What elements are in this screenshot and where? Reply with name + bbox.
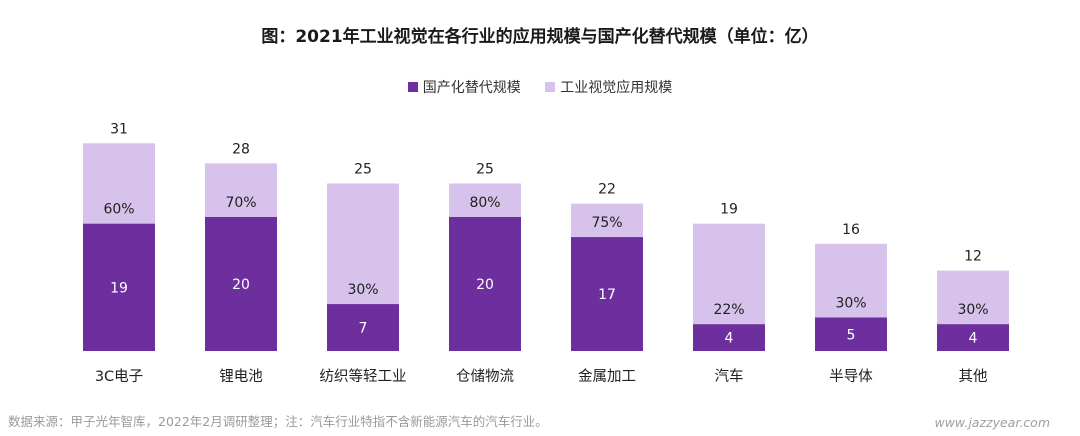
bar-replacement xyxy=(327,304,399,351)
replacement-value-label: 19 xyxy=(110,280,128,296)
bar-replacement xyxy=(83,223,155,351)
legend-item-total: 工业视觉应用规模 xyxy=(545,77,672,97)
percent-label: 70% xyxy=(225,195,256,211)
legend-item-replacement: 国产化替代规模 xyxy=(407,77,521,97)
category-label: 仓储物流 xyxy=(456,368,514,385)
bar-replacement xyxy=(693,324,765,351)
percent-label: 30% xyxy=(347,282,378,298)
bar-replacement xyxy=(449,217,521,351)
total-value-label: 28 xyxy=(232,141,250,157)
legend-label-replacement: 国产化替代规模 xyxy=(422,80,521,96)
total-value-label: 19 xyxy=(720,202,738,218)
bar-replacement xyxy=(937,324,1009,351)
total-value-label: 16 xyxy=(842,222,860,238)
total-value-label: 25 xyxy=(476,162,494,178)
category-label: 半导体 xyxy=(829,368,873,385)
percent-label: 60% xyxy=(103,202,134,218)
total-value-label: 22 xyxy=(598,182,616,198)
replacement-value-label: 17 xyxy=(598,287,616,303)
percent-label: 30% xyxy=(835,296,866,312)
percent-label: 75% xyxy=(591,215,622,231)
replacement-value-label: 5 xyxy=(847,327,856,343)
replacement-value-label: 20 xyxy=(476,277,494,293)
bar-replacement xyxy=(571,237,643,351)
percent-label: 22% xyxy=(713,302,744,318)
replacement-value-label: 4 xyxy=(969,331,978,347)
replacement-value-label: 20 xyxy=(232,277,250,293)
legend-swatch-total xyxy=(545,82,556,92)
bar-replacement xyxy=(815,317,887,351)
category-label: 金属加工 xyxy=(578,368,636,385)
legend-swatch-replacement xyxy=(407,82,418,92)
legend-label-total: 工业视觉应用规模 xyxy=(560,80,673,96)
legend: 国产化替代规模 工业视觉应用规模 xyxy=(0,77,1080,97)
total-value-label: 25 xyxy=(354,162,372,178)
category-label: 纺织等轻工业 xyxy=(320,367,407,385)
source-note: 数据来源：甲子光年智库，2022年2月调研整理；注：汽车行业特指不含新能源汽车的… xyxy=(8,414,548,429)
category-label: 汽车 xyxy=(715,368,744,385)
percent-label: 80% xyxy=(469,195,500,211)
chart-title: 图：2021年工业视觉在各行业的应用规模与国产化替代规模（单位：亿） xyxy=(261,27,819,47)
total-value-label: 31 xyxy=(110,121,128,137)
bar-replacement xyxy=(205,217,277,351)
category-label: 其他 xyxy=(959,368,988,385)
percent-label: 30% xyxy=(957,302,988,318)
total-value-label: 12 xyxy=(964,249,982,265)
category-label: 锂电池 xyxy=(219,368,263,385)
category-label: 3C电子 xyxy=(95,368,143,385)
site-url: www.jazzyear.com xyxy=(934,415,1050,430)
replacement-value-label: 7 xyxy=(359,321,368,337)
replacement-value-label: 4 xyxy=(725,331,734,347)
